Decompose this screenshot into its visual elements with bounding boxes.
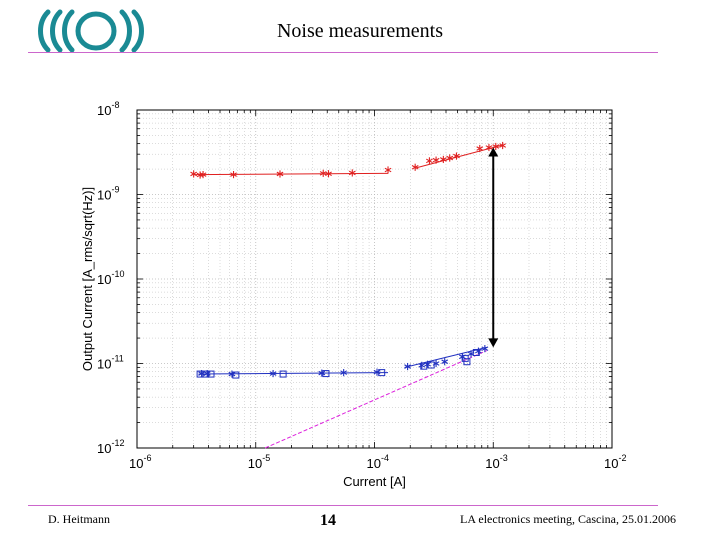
data-point-square <box>322 370 330 378</box>
data-point-star <box>325 170 332 178</box>
y-tick-label: 10-12 <box>97 438 124 456</box>
data-point-star <box>228 370 236 378</box>
x-tick-label: 10-4 <box>367 453 389 471</box>
logo-emblem <box>38 9 144 53</box>
data-point-star <box>269 369 277 378</box>
data-point-star <box>453 152 460 160</box>
y-tick-label: 10-9 <box>97 185 119 203</box>
data-point-star <box>481 345 489 353</box>
data-point-star <box>404 362 412 371</box>
data-point-square <box>207 370 215 378</box>
data-point-star <box>190 170 198 178</box>
header-rule <box>28 52 658 53</box>
data-point-star <box>439 155 447 164</box>
data-point-star <box>499 141 507 150</box>
x-tick-label: 10-3 <box>485 453 507 471</box>
x-axis-label: Current [A] <box>343 474 406 489</box>
data-point-square <box>202 370 210 378</box>
x-tick-label: 10-6 <box>129 453 151 471</box>
logo-arc <box>50 9 63 53</box>
plot-frame <box>136 109 613 449</box>
y-axis-label: Output Current [A_rms/sqrt(Hz)] <box>80 187 95 371</box>
data-point-star <box>318 369 326 377</box>
data-point-star <box>230 170 237 179</box>
data-point-square <box>472 348 480 356</box>
data-point-star <box>411 163 419 171</box>
ratio-arrow-head-top <box>488 147 499 157</box>
logo-arc <box>62 9 75 53</box>
data-point-star <box>492 142 500 151</box>
data-point-square <box>378 369 386 377</box>
logo-arc <box>38 9 51 53</box>
fit-line <box>193 172 389 176</box>
x-tick-label: 10-2 <box>604 453 626 471</box>
footer-rule <box>28 505 658 506</box>
page-number: 14 <box>320 512 336 529</box>
data-point-square <box>427 361 435 369</box>
data-point-star <box>441 358 449 366</box>
data-point-star <box>432 156 440 164</box>
data-point-star <box>384 166 392 174</box>
logo-arc <box>131 9 144 53</box>
data-point-star <box>340 369 348 377</box>
fit-line <box>198 372 389 375</box>
data-point-star <box>348 169 356 177</box>
footer-event: LA electronics meeting, Cascina, 25.01.2… <box>460 512 676 526</box>
x-tick-label: 10-5 <box>248 453 270 471</box>
y-tick-label: 10-10 <box>97 269 124 287</box>
ratio-arrow-head-bottom <box>488 338 499 348</box>
logo-arc <box>119 9 132 53</box>
data-point-square <box>463 358 471 366</box>
footer-author: D. Heitmann <box>48 512 110 526</box>
data-point-star <box>476 144 484 153</box>
data-point-star <box>426 157 433 165</box>
data-point-square <box>232 371 240 379</box>
noise-chart: 10-6 10-5 10-4 10-3 10-2 10-12 10-11 10-10 10-9 1… <box>80 100 626 489</box>
data-point-square <box>420 362 428 370</box>
data-point-square <box>279 370 287 378</box>
logo-ring <box>75 11 117 51</box>
data-point-star <box>446 154 454 162</box>
data-point-star <box>199 170 207 179</box>
y-tick-label: 10-11 <box>97 354 124 372</box>
fit-line <box>264 350 487 449</box>
page-title: Noise measurements <box>276 20 444 42</box>
data-point-star <box>276 170 284 178</box>
y-tick-label: 10-8 <box>97 100 119 118</box>
data-point-star <box>485 143 493 152</box>
